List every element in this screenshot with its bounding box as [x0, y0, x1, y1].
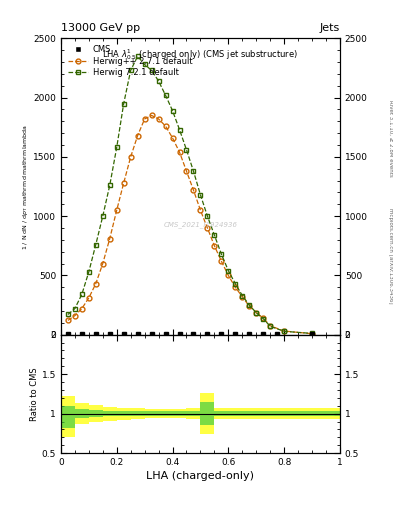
Y-axis label: 1 / $\mathrm{N}$ d$\mathrm{N}$ / d$p_\mathrm{T}$ $\mathrm{mathrm\,d\,mathrm\,lam: 1 / $\mathrm{N}$ d$\mathrm{N}$ / d$p_\ma… [21, 123, 30, 249]
Legend: CMS, Herwig++ 2.7.1 default, Herwig 7.2.1 default: CMS, Herwig++ 2.7.1 default, Herwig 7.2.… [65, 42, 195, 79]
Y-axis label: Ratio to CMS: Ratio to CMS [30, 367, 39, 421]
Text: Jets: Jets [320, 23, 340, 33]
Text: CMS_2021_I1924936: CMS_2021_I1924936 [163, 222, 237, 228]
Text: LHA $\lambda^{1}_{0.5}$ (charged only) (CMS jet substructure): LHA $\lambda^{1}_{0.5}$ (charged only) (… [103, 47, 298, 62]
Text: mcplots.cern.ch [arXiv:1306.3436]: mcplots.cern.ch [arXiv:1306.3436] [388, 208, 393, 304]
Text: Rivet 3.1.10, ≥ 2.8M events: Rivet 3.1.10, ≥ 2.8M events [388, 100, 393, 177]
Text: 13000 GeV pp: 13000 GeV pp [61, 23, 140, 33]
X-axis label: LHA (charged-only): LHA (charged-only) [147, 471, 254, 481]
